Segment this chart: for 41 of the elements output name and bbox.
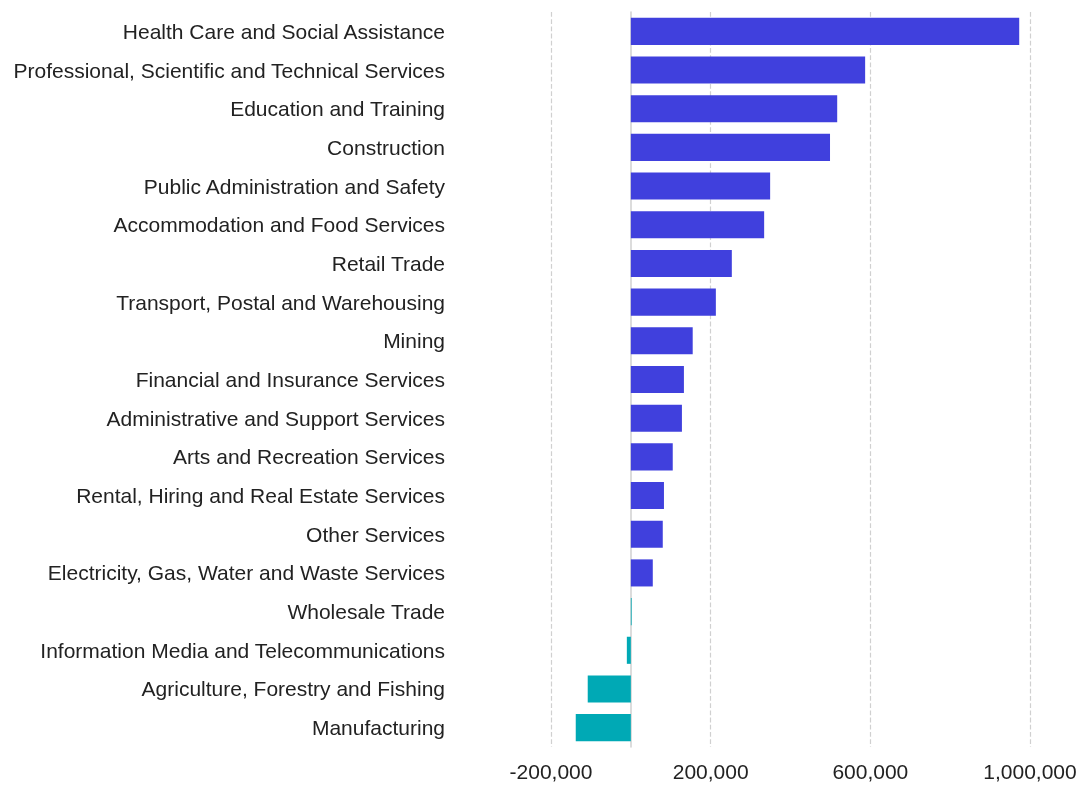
x-tick-label: -200,000: [509, 760, 593, 783]
bar: [630, 288, 716, 316]
x-tick-label: 1,000,000: [983, 760, 1077, 783]
y-tick-label: Education and Training: [230, 97, 445, 121]
y-tick-label: Other Services: [306, 522, 445, 546]
y-tick-label: Health Care and Social Assistance: [122, 19, 445, 43]
y-tick-label: Mining: [383, 329, 445, 353]
bar: [575, 714, 631, 742]
y-tick-label: Public Administration and Safety: [143, 174, 446, 198]
bar: [630, 365, 684, 394]
bar: [630, 172, 771, 200]
bar: [626, 636, 631, 664]
bar: [630, 559, 653, 587]
y-tick-label: Retail Trade: [331, 251, 445, 275]
bar: [630, 249, 732, 277]
x-tick-label: 600,000: [832, 760, 909, 783]
bar: [630, 404, 682, 432]
x-tick-label: 200,000: [672, 760, 749, 783]
bar: [630, 211, 765, 239]
y-tick-label: Electricity, Gas, Water and Waste Services: [47, 561, 445, 585]
y-tick-label: Transport, Postal and Warehousing: [116, 290, 445, 314]
bar: [630, 327, 693, 355]
y-tick-label: Construction: [327, 135, 445, 159]
y-tick-label: Accommodation and Food Services: [113, 213, 445, 237]
y-tick-label: Financial and Insurance Services: [135, 368, 445, 391]
bar: [630, 56, 866, 84]
bar: [630, 482, 664, 510]
bar: [630, 133, 831, 161]
y-tick-label: Wholesale Trade: [287, 600, 445, 624]
bar: [630, 95, 838, 123]
y-tick-label: Agriculture, Forestry and Fishing: [141, 677, 445, 701]
y-tick-label: Administrative and Support Services: [106, 406, 445, 430]
y-tick-label: Information Media and Telecommunications: [40, 638, 445, 662]
bar: [630, 520, 663, 548]
y-tick-label: Rental, Hiring and Real Estate Services: [76, 484, 445, 508]
y-tick-label: Professional, Scientific and Technical Services: [13, 58, 445, 82]
bar: [630, 443, 673, 471]
bar: [587, 675, 631, 703]
y-tick-label: Arts and Recreation Services: [173, 445, 445, 469]
y-tick-label: Manufacturing: [311, 716, 445, 740]
bar: [630, 17, 1020, 45]
